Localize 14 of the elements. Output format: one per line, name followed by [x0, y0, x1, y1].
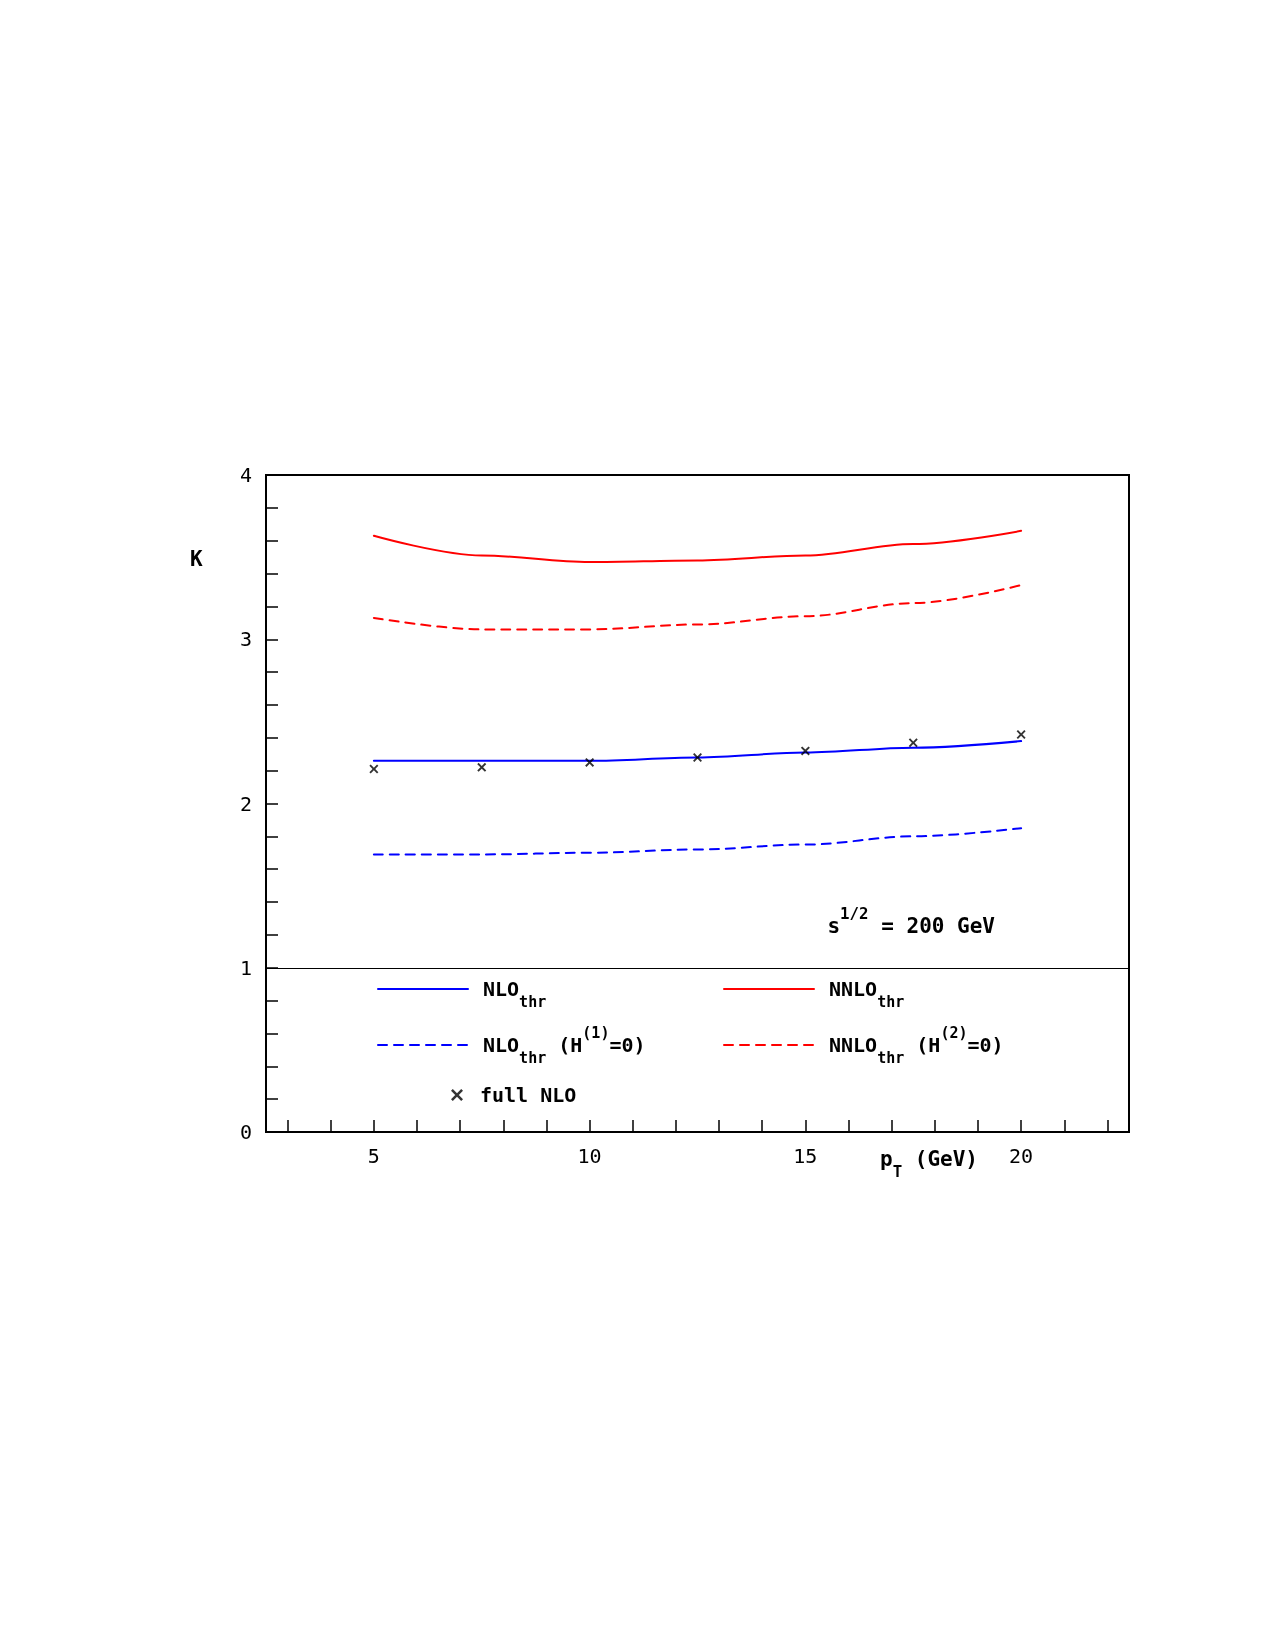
- y-tick-label: 0: [239, 1120, 252, 1144]
- line-series: [372, 529, 1023, 564]
- x-tick-label: 5: [367, 1144, 380, 1168]
- x-tick-label: 20: [1009, 1144, 1034, 1168]
- y-tick-label: 1: [239, 955, 252, 980]
- line-series: [372, 584, 1023, 631]
- y-tick-label: 2: [239, 791, 252, 816]
- line-series: [372, 827, 1023, 856]
- legend-label: full NLO: [480, 1083, 577, 1107]
- x-tick-label: 10: [577, 1144, 602, 1168]
- y-axis-title: K: [190, 546, 203, 571]
- y-tick-label: 3: [239, 627, 252, 652]
- x-tick-label: 15: [793, 1144, 818, 1168]
- y-tick-label: 4: [239, 463, 252, 487]
